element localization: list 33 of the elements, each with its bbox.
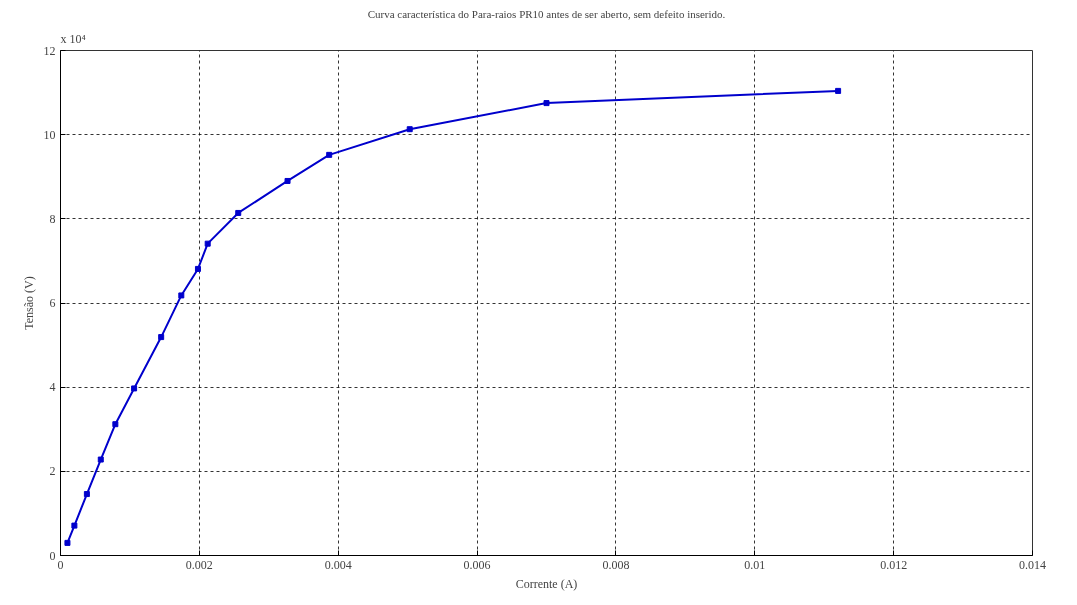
- point: [64, 539, 71, 546]
- point: [158, 334, 165, 341]
- x-tick-label: 0.01: [744, 557, 766, 572]
- x-tick-label: 0.014: [1019, 557, 1046, 572]
- point: [835, 87, 842, 94]
- point: [326, 151, 333, 158]
- y-tick-label: 12: [43, 43, 56, 58]
- point: [235, 209, 242, 216]
- y-tick-label: 6: [49, 296, 56, 310]
- y-axis-title: Tensão (V): [21, 276, 36, 330]
- y-tick-label: 2: [49, 464, 56, 479]
- point: [178, 292, 185, 299]
- point: [204, 240, 211, 247]
- y-tick-label: 10: [43, 127, 56, 142]
- chart-title: Curva característica do Para-raios PR10 antes de ser aberto, sem defeito inserido.: [367, 7, 726, 20]
- point: [284, 177, 291, 184]
- x-tick-label: 0.004: [324, 557, 352, 572]
- x-tick-label: 0.006: [463, 557, 491, 572]
- x-tick-label: 0.012: [880, 557, 908, 572]
- x-tick-label: 0.002: [185, 557, 213, 572]
- point: [83, 491, 90, 498]
- point: [543, 100, 550, 107]
- point: [406, 126, 413, 133]
- point: [112, 421, 119, 428]
- x-tick-label: 0.008: [602, 557, 630, 572]
- text: x 10⁴: [60, 31, 86, 46]
- point: [97, 456, 104, 463]
- point: [71, 522, 78, 529]
- point: [194, 265, 201, 272]
- y-tick-label: 4: [49, 380, 56, 395]
- y-tick-label: 8: [49, 211, 56, 226]
- point: [131, 385, 138, 392]
- x-axis-title: Corrente (A): [515, 576, 578, 591]
